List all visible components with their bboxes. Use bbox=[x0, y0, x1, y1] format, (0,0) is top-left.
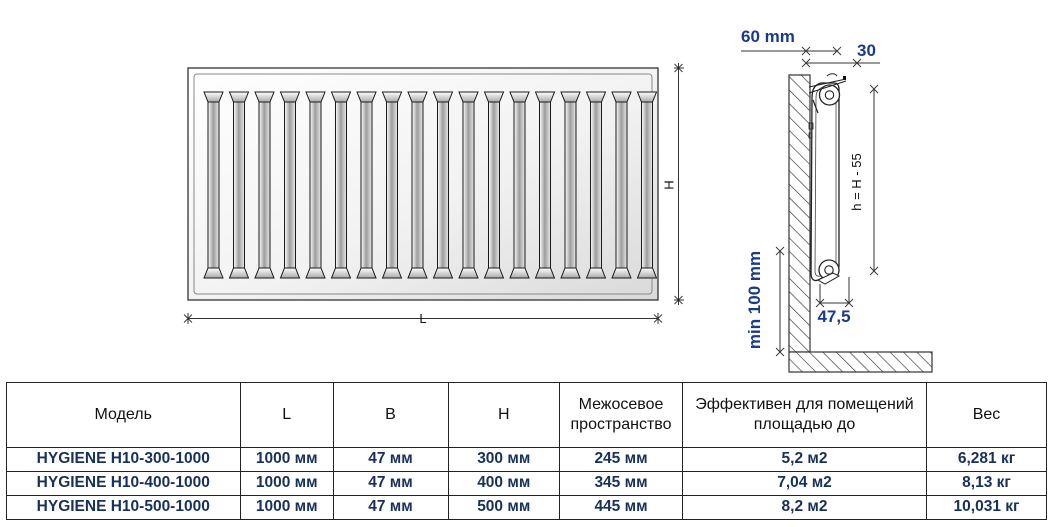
svg-text:30: 30 bbox=[857, 41, 876, 60]
svg-text:h = H - 55: h = H - 55 bbox=[849, 153, 864, 210]
svg-text:min 100 mm: min 100 mm bbox=[745, 251, 764, 349]
svg-text:47,5: 47,5 bbox=[817, 307, 850, 326]
svg-text:H: H bbox=[662, 180, 677, 189]
svg-text:60 mm: 60 mm bbox=[741, 27, 795, 46]
svg-text:L: L bbox=[419, 311, 426, 326]
